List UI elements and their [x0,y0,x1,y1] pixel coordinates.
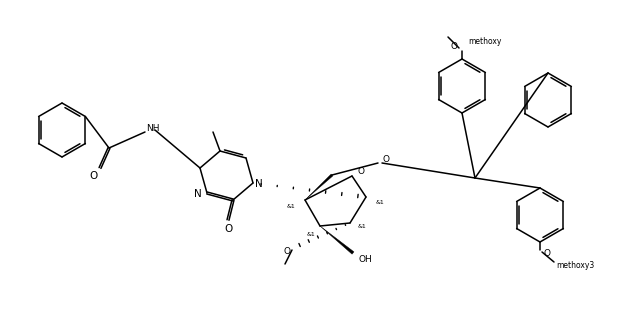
Text: &1: &1 [358,225,367,230]
Polygon shape [305,174,333,200]
Text: N: N [194,189,202,199]
Text: O: O [450,41,457,50]
Text: O: O [283,248,290,256]
Text: O: O [357,167,364,176]
Text: O: O [89,171,97,181]
Text: &1: &1 [287,204,295,209]
Text: O: O [382,154,389,163]
Text: &1: &1 [376,201,385,205]
Text: N: N [255,179,263,189]
Text: NH: NH [146,124,159,133]
Text: methoxy: methoxy [468,36,502,45]
Text: OH: OH [358,255,372,264]
Polygon shape [320,226,354,254]
Text: O: O [224,224,232,234]
Text: &1: &1 [306,231,315,236]
Text: O: O [544,249,551,259]
Text: methoxy3: methoxy3 [556,261,594,270]
